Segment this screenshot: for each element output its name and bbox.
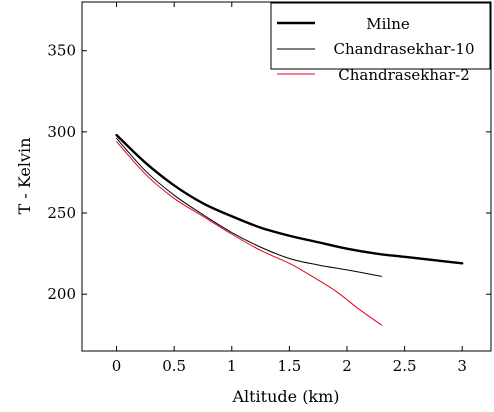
x-axis-label: Altitude (km) [231,387,339,406]
x-tick-label: 0.5 [162,357,186,375]
x-tick-label: 2 [342,357,352,375]
ticks: 0 0.5 1 1.5 2 2.5 3 200 250 300 350 [47,2,491,375]
y-tick-label: 300 [47,123,76,141]
series-line-chandrasekhar-2 [116,141,383,326]
plot-frame [81,1,492,352]
series-line-chandrasekhar-10 [116,137,383,277]
y-tick-label: 200 [47,285,76,303]
legend-entry-milne: Milne [366,15,410,33]
x-tick-label: 3 [457,357,467,375]
x-tick-label: 1.5 [277,357,301,375]
legend-box [270,2,491,70]
y-axis-label: T - Kelvin [15,138,34,215]
legend-entry-chandrasekhar-2: Chandrasekhar-2 [338,66,470,84]
x-tick-label: 1 [227,357,237,375]
y-tick-label: 250 [47,204,76,222]
series-line-milne [115,133,464,265]
series-lines [115,133,464,326]
legend: Milne Chandrasekhar-10 Chandrasekhar-2 [270,2,491,84]
x-tick-label: 0 [112,357,122,375]
y-tick-label: 350 [47,42,76,60]
x-tick-label: 2.5 [393,357,417,375]
legend-entry-chandrasekhar-10: Chandrasekhar-10 [333,40,474,58]
